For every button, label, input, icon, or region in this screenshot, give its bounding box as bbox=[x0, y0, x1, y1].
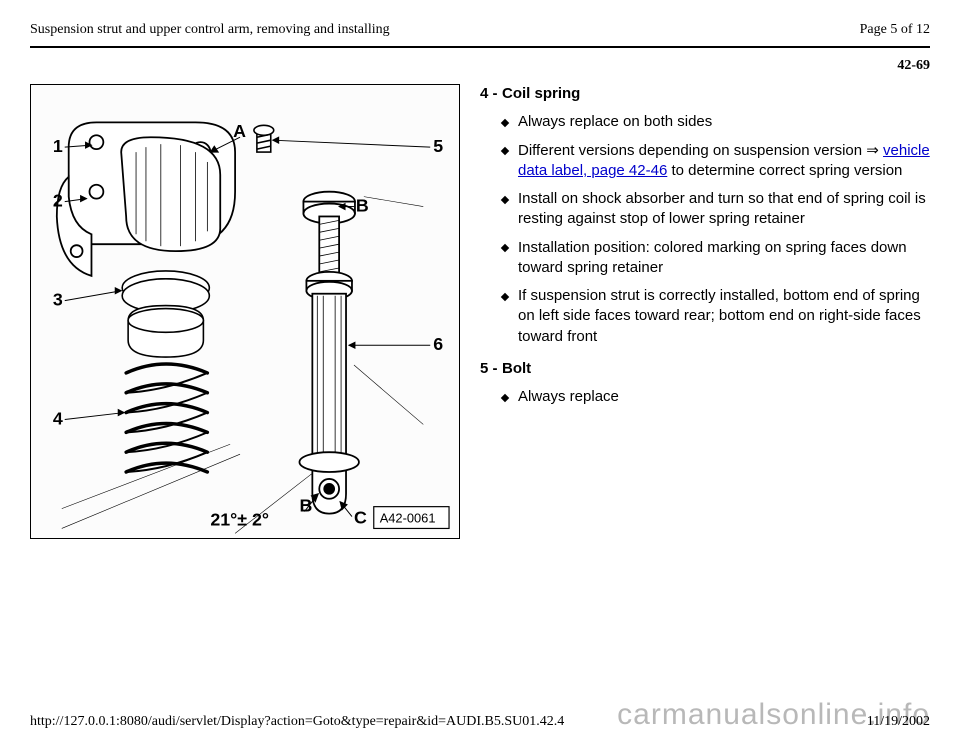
svg-text:2: 2 bbox=[53, 191, 63, 211]
svg-text:6: 6 bbox=[433, 334, 443, 354]
bullet-text: Always replace bbox=[518, 388, 619, 405]
bullet-item: Different versions depending on suspensi… bbox=[502, 141, 930, 182]
svg-text:C: C bbox=[354, 508, 367, 528]
bullet-text: Install on shock absorber and turn so th… bbox=[518, 190, 926, 227]
bullet-text: Installation position: colored marking o… bbox=[518, 239, 907, 276]
page-title: Suspension strut and upper control arm, … bbox=[30, 22, 390, 38]
svg-text:5: 5 bbox=[433, 136, 443, 156]
content-row: 1 2 3 4 5 6 A B B C bbox=[30, 84, 930, 539]
arrow-icon: ⇒ bbox=[866, 142, 879, 159]
bullet-item: Always replace bbox=[502, 387, 930, 407]
bullet-text: Always replace on both sides bbox=[518, 113, 712, 130]
header-rule bbox=[30, 46, 930, 48]
bullet-text: to determine correct spring version bbox=[667, 162, 902, 179]
bullet-item: Install on shock absorber and turn so th… bbox=[502, 189, 930, 230]
bullet-item: Always replace on both sides bbox=[502, 112, 930, 132]
section-heading-4: 4 - Coil spring bbox=[480, 84, 930, 104]
suspension-diagram: 1 2 3 4 5 6 A B B C bbox=[37, 93, 453, 538]
svg-text:A: A bbox=[233, 121, 246, 141]
footer-date: 11/19/2002 bbox=[867, 714, 930, 730]
header-row: Suspension strut and upper control arm, … bbox=[30, 22, 930, 38]
footer-url: http://127.0.0.1:8080/audi/servlet/Displ… bbox=[30, 714, 564, 730]
bullet-item: Installation position: colored marking o… bbox=[502, 238, 930, 279]
bullet-text: If suspension strut is correctly install… bbox=[518, 287, 921, 345]
section-title: Bolt bbox=[502, 360, 531, 377]
figure-id: A42-0061 bbox=[380, 511, 436, 526]
section-number: 4 - bbox=[480, 84, 502, 104]
text-column: 4 - Coil spring Always replace on both s… bbox=[480, 84, 930, 539]
page-of: Page 5 of 12 bbox=[860, 22, 930, 38]
bullets-4: Always replace on both sides Different v… bbox=[502, 112, 930, 347]
section-title: Coil spring bbox=[502, 85, 580, 102]
bullet-text: Different versions depending on suspensi… bbox=[518, 142, 866, 159]
bullets-5: Always replace bbox=[502, 387, 930, 407]
torque-label: 21°± 2° bbox=[210, 509, 269, 529]
page-number: 42-69 bbox=[30, 58, 930, 74]
diagram-frame: 1 2 3 4 5 6 A B B C bbox=[30, 84, 460, 539]
svg-text:1: 1 bbox=[53, 136, 63, 156]
svg-text:3: 3 bbox=[53, 290, 63, 310]
bullet-item: If suspension strut is correctly install… bbox=[502, 286, 930, 347]
svg-text:B: B bbox=[356, 196, 369, 216]
svg-text:4: 4 bbox=[53, 408, 63, 428]
svg-text:B: B bbox=[299, 496, 312, 516]
section-number: 5 - bbox=[480, 359, 502, 379]
section-heading-5: 5 - Bolt bbox=[480, 359, 930, 379]
diagram-column: 1 2 3 4 5 6 A B B C bbox=[30, 84, 460, 539]
